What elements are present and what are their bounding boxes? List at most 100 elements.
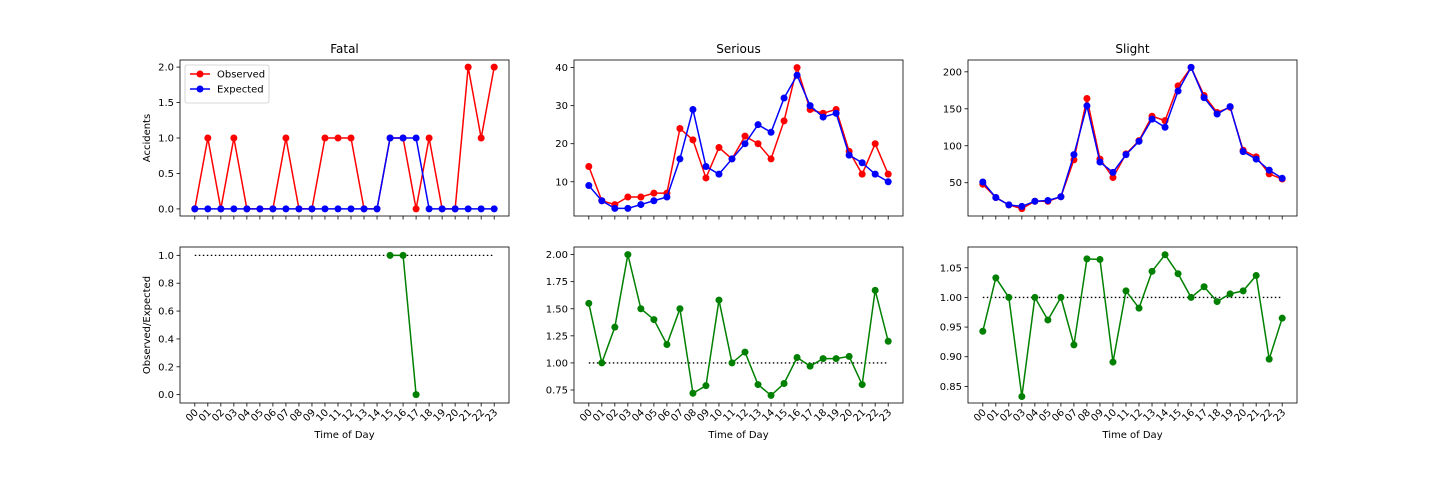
data-point [1083,102,1091,110]
data-point [845,151,853,159]
data-point [1057,193,1065,201]
data-point [702,382,710,390]
data-point [204,205,212,213]
data-point [334,134,342,142]
data-point [282,205,290,213]
data-point [399,134,407,142]
data-point [992,194,1000,202]
y-tick-label: 30 [555,101,568,112]
data-point [650,189,658,197]
legend-label: Expected [217,85,264,96]
data-point [992,274,1000,282]
data-point [754,140,762,148]
data-point [1265,355,1273,363]
data-point [230,205,238,213]
data-point [1200,94,1208,102]
y-tick-label: 1.0 [158,134,174,145]
y-tick-label: 0.90 [940,352,962,363]
data-point [806,102,814,110]
data-point [1252,155,1260,163]
data-point [1161,251,1169,259]
x-axis-label: Time of Day [707,430,768,441]
y-tick-label: 0.6 [158,307,174,318]
data-point [230,134,238,142]
plot-frame [179,246,510,404]
data-point [1122,151,1130,159]
data-point [1213,110,1221,118]
data-point [663,341,671,348]
y-tick-label: 2.0 [158,63,174,74]
data-point [741,132,749,140]
data-point [360,205,368,213]
y-tick-label: 50 [949,178,962,189]
data-point [191,205,199,213]
data-point [650,316,658,324]
data-point [1070,341,1078,349]
data-point [780,94,788,102]
data-point [256,205,264,213]
legend-marker [196,70,204,78]
data-point [728,155,736,163]
data-point [871,170,879,178]
data-point [412,134,420,142]
data-point [1018,202,1026,210]
data-point [451,205,459,213]
data-point [1226,103,1234,111]
series-line [982,65,1283,208]
y-tick-label: 0.75 [546,386,568,397]
y-tick-label: 150 [943,104,962,115]
chart-panel-2: 50 100 150 200 Slight [943,42,1298,220]
data-point [1135,137,1143,145]
y-tick-label: 1.00 [940,293,962,304]
data-point [1278,314,1286,322]
data-point [1057,293,1065,301]
data-point [715,144,723,152]
data-point [871,140,879,148]
data-point [1031,197,1039,205]
y-tick-label: 1.0 [158,251,174,262]
chart-panel-1: 10 20 30 40 Serious [555,42,904,220]
series-line [588,254,889,397]
data-point [637,201,645,209]
chart-panel-3: 0.00.20.40.60.81.00001020304050607080910… [142,246,510,441]
y-tick-label: 0.0 [158,204,174,215]
data-point [386,134,394,142]
data-point [767,391,775,399]
data-point [1278,174,1286,182]
data-point [464,205,472,213]
data-point [754,381,762,389]
y-tick-label: 0.4 [158,334,174,345]
data-point [1109,174,1117,182]
data-point [1083,94,1091,102]
data-point [1083,255,1091,263]
data-point [1096,255,1104,263]
data-point [780,117,788,125]
y-axis-label: Accidents [142,114,153,162]
y-tick-label: 1.25 [546,331,568,342]
y-axis-label: Observed/Expected [142,276,153,374]
data-point [689,136,697,144]
data-point [611,323,619,331]
chart-panel-4: 0.751.001.251.501.752.000001020304050607… [546,246,904,441]
plot-frame [573,59,904,217]
data-point [477,205,485,213]
data-point [243,205,251,213]
plot-frame [967,246,1298,404]
y-tick-label: 0.0 [158,390,174,401]
data-point [767,128,775,136]
data-point [1031,293,1039,301]
data-point [767,155,775,163]
data-point [412,391,420,399]
y-tick-label: 200 [943,67,962,78]
data-point [1174,87,1182,95]
data-point [1187,293,1195,301]
data-point [295,205,303,213]
data-point [884,178,892,186]
data-point [585,299,593,307]
data-point [412,205,420,213]
data-point [1005,293,1013,301]
data-point [979,178,987,186]
data-point [585,163,593,171]
data-point [490,63,498,71]
y-tick-label: 100 [943,141,962,152]
